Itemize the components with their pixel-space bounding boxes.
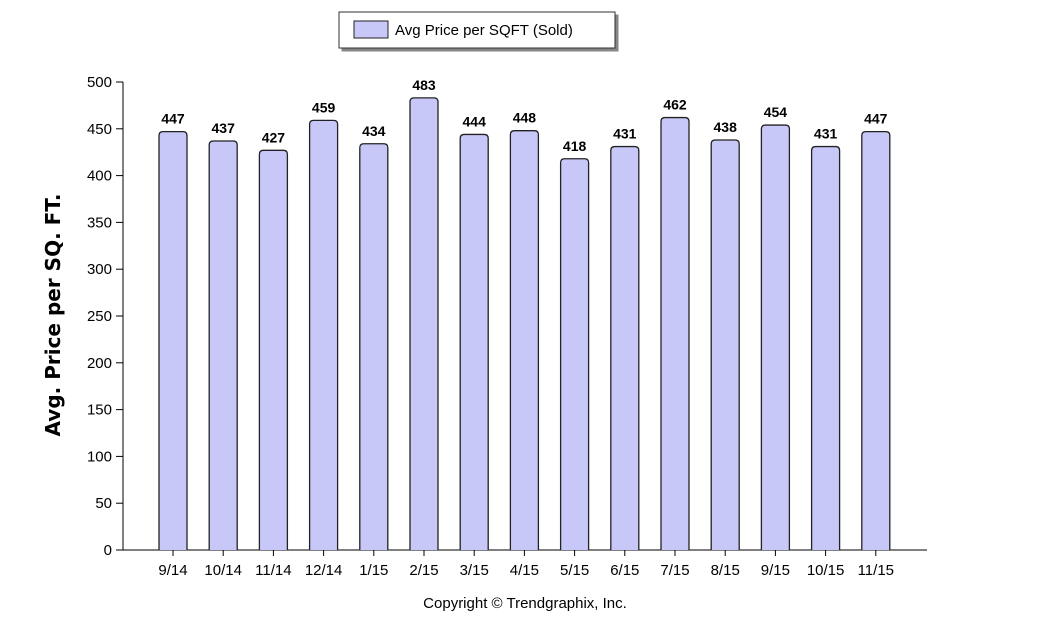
y-tick-label: 350 xyxy=(87,214,112,231)
y-axis-title: Avg. Price per SQ. FT. xyxy=(41,194,65,437)
y-tick-label: 250 xyxy=(87,308,112,325)
y-tick-label: 50 xyxy=(95,495,112,512)
bar xyxy=(710,139,740,550)
y-tick-label: 450 xyxy=(87,121,112,138)
bar-value-label: 431 xyxy=(613,126,637,142)
x-tick-label: 9/14 xyxy=(158,562,187,579)
x-tick-label: 3/15 xyxy=(460,562,489,579)
bar-value-label: 448 xyxy=(513,110,537,126)
y-tick-label: 200 xyxy=(87,355,112,372)
x-tick-label: 9/15 xyxy=(761,562,790,579)
bar xyxy=(810,145,841,550)
bar-value-label: 427 xyxy=(262,129,286,145)
bars: 447 437 427 459 434 483 444 448 418 431 462 438 454 4… xyxy=(158,77,891,550)
x-tick-label: 11/14 xyxy=(255,562,291,579)
y-tick-label: 100 xyxy=(87,448,112,465)
x-tick-label: 1/15 xyxy=(359,562,388,579)
y-tick-label: 500 xyxy=(87,74,112,91)
bar xyxy=(660,116,690,550)
bar xyxy=(861,130,891,550)
bar xyxy=(258,149,289,550)
bar-value-label: 431 xyxy=(814,126,838,142)
copyright-text: Copyright © Trendgraphix, Inc. xyxy=(423,595,627,612)
x-tick-label: 10/14 xyxy=(204,562,242,579)
x-tick-label: 11/15 xyxy=(858,562,894,579)
x-tick-label: 10/15 xyxy=(807,562,845,579)
bar-value-label: 434 xyxy=(362,123,386,139)
x-tick-label: 2/15 xyxy=(409,562,438,579)
bar xyxy=(509,130,540,550)
bar-value-label: 437 xyxy=(212,120,236,136)
bar-value-label: 454 xyxy=(764,104,788,120)
y-tick-label: 400 xyxy=(87,168,112,185)
bar xyxy=(308,119,339,550)
bar-value-label: 447 xyxy=(161,111,185,127)
y-ticks: 0 50 100 150 200 250 300 350 400 450 500 xyxy=(87,74,123,559)
bar-value-label: 462 xyxy=(663,97,687,113)
y-tick-label: 0 xyxy=(104,542,112,559)
legend: Avg Price per SQFT (Sold) xyxy=(338,11,616,49)
x-tick-label: 7/15 xyxy=(660,562,689,579)
bar-value-label: 438 xyxy=(714,119,738,135)
x-tick-label: 4/15 xyxy=(510,562,539,579)
bar-value-label: 444 xyxy=(463,113,487,129)
bar xyxy=(760,124,791,550)
bar xyxy=(158,130,188,550)
legend-label: Avg Price per SQFT (Sold) xyxy=(395,22,573,39)
x-ticks: 9/14 10/14 11/14 12/14 1/15 2/15 3/15 4/15 5/15 6… xyxy=(158,550,894,579)
y-tick-label: 150 xyxy=(87,402,112,419)
bar-value-label: 459 xyxy=(312,99,336,115)
legend-swatch xyxy=(353,20,389,39)
bar-value-label: 483 xyxy=(412,77,436,93)
bar xyxy=(208,140,238,550)
x-tick-label: 12/14 xyxy=(305,562,343,579)
bar-value-label: 418 xyxy=(563,138,587,154)
x-tick-label: 8/15 xyxy=(711,562,740,579)
bar xyxy=(610,145,640,550)
bar xyxy=(409,97,439,550)
y-tick-label: 300 xyxy=(87,261,112,278)
bar xyxy=(559,158,590,550)
x-tick-label: 5/15 xyxy=(560,562,589,579)
x-tick-label: 6/15 xyxy=(610,562,639,579)
bar xyxy=(359,143,389,550)
bar-value-label: 447 xyxy=(864,111,888,127)
bar xyxy=(459,133,489,550)
